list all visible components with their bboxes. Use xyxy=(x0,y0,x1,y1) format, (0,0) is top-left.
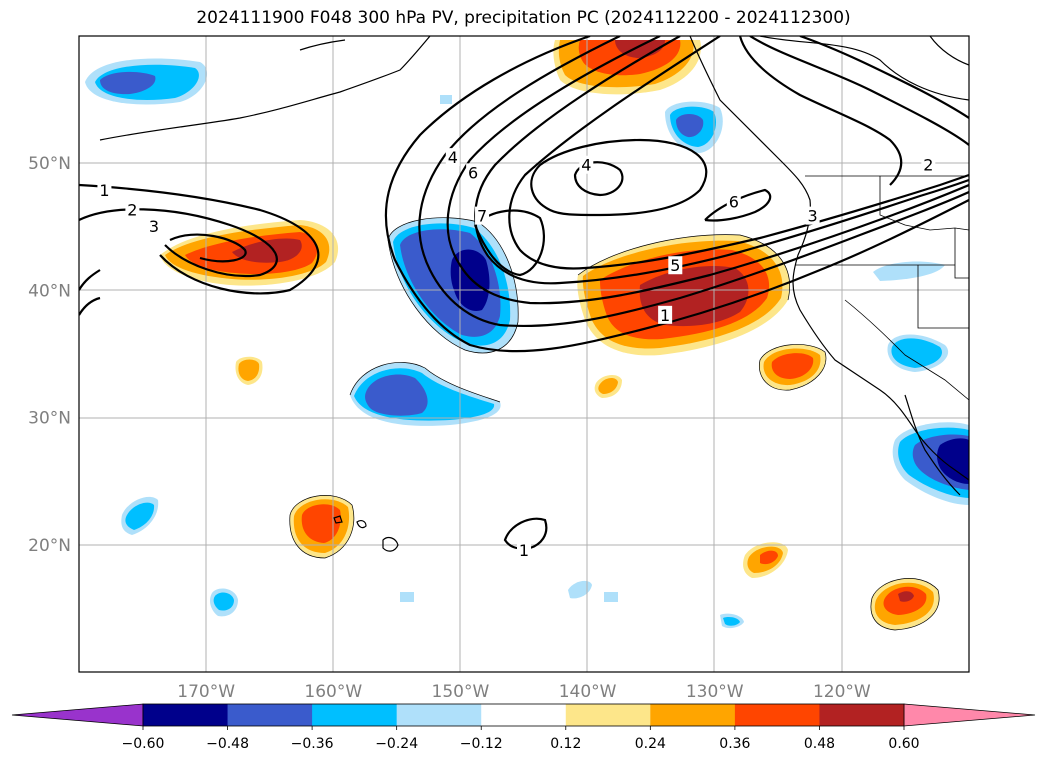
colorbar-tick-label: 0.48 xyxy=(804,736,835,752)
contour-label: 3 xyxy=(808,207,818,226)
contour-label: 5 xyxy=(670,256,680,275)
contour-label-bg xyxy=(445,148,460,167)
contour-label: 6 xyxy=(729,193,739,212)
colorbar-extend-max xyxy=(903,703,1036,727)
lat-tick-label: 20°N xyxy=(28,536,71,556)
colorbar-segment xyxy=(396,704,482,726)
contour-label: 1 xyxy=(519,541,529,560)
lat-tick-label: 50°N xyxy=(28,154,71,174)
contour-label: 2 xyxy=(127,200,137,219)
colorbar-tick-label: −0.24 xyxy=(375,736,418,752)
colorbar-tick-labels: −0.60 −0.48 −0.36 −0.24 −0.12 0.12 0.24 0.36 0.4… xyxy=(122,726,920,752)
lon-tick-label: 160°W xyxy=(304,682,362,702)
colorbar-tick-label: −0.36 xyxy=(291,736,334,752)
colorbar-tick-label: −0.12 xyxy=(460,736,503,752)
contour-label: 7 xyxy=(477,207,487,226)
contour-label: 1 xyxy=(660,306,670,325)
colorbar-segment xyxy=(227,704,313,726)
precip-shading xyxy=(85,40,969,630)
colorbar-segment xyxy=(734,704,820,726)
contour-label: 3 xyxy=(149,217,159,236)
contour-label-bg xyxy=(147,216,162,235)
precip-outlines xyxy=(289,217,940,631)
colorbar-tick-label: 0.24 xyxy=(635,736,666,752)
contour-label-bg xyxy=(517,541,531,560)
colorbar xyxy=(11,703,1036,727)
colorbar-tick-label: −0.48 xyxy=(206,736,249,752)
contour-label-bg xyxy=(668,256,683,275)
contour-label-bg xyxy=(726,192,741,211)
contour-label-bg xyxy=(805,206,820,225)
contour-label: 2 xyxy=(923,156,933,175)
contour-label-bg xyxy=(921,155,936,174)
lat-tick-label: 30°N xyxy=(28,409,71,429)
contour-label-bg xyxy=(658,305,673,324)
contour-label-bg xyxy=(97,181,112,200)
colorbar-segment xyxy=(481,704,567,726)
lon-tick-label: 150°W xyxy=(432,682,490,702)
colorbar-frame xyxy=(142,703,905,727)
contour-label: 6 xyxy=(468,163,478,182)
lon-tick-label: 130°W xyxy=(686,682,744,702)
contour-label: 4 xyxy=(581,156,591,175)
map-frame xyxy=(78,35,970,673)
contour-label-bg xyxy=(466,163,481,182)
colorbar-segment xyxy=(565,704,651,726)
contour-label-bg xyxy=(125,200,140,219)
chart-title: 2024111900 F048 300 hPa PV, precipitatio… xyxy=(196,8,851,28)
colorbar-segment xyxy=(143,704,229,726)
colorbar-extend-min xyxy=(11,703,144,727)
longitude-labels: 170°W 160°W 150°W 140°W 130°W 120°W xyxy=(177,682,871,702)
lon-tick-label: 170°W xyxy=(177,682,235,702)
colorbar-tick-label: 0.60 xyxy=(888,736,919,752)
lon-tick-label: 120°W xyxy=(813,682,871,702)
contour-label: 1 xyxy=(99,181,109,200)
colorbar-tick-label: 0.36 xyxy=(719,736,750,752)
contour-label: 4 xyxy=(448,148,458,167)
colorbar-tick-label: −0.60 xyxy=(122,736,165,752)
coastlines xyxy=(99,36,969,552)
colorbar-tick-label: 0.12 xyxy=(550,736,581,752)
latitude-labels: 20°N 30°N 40°N 50°N xyxy=(28,154,71,556)
colorbar-segment xyxy=(312,704,398,726)
colorbar-segment xyxy=(819,704,905,726)
contour-label-bg xyxy=(475,206,490,225)
contour-label-bg xyxy=(579,155,594,174)
lon-tick-label: 140°W xyxy=(559,682,617,702)
pv-contours xyxy=(79,36,969,550)
lat-tick-label: 40°N xyxy=(28,281,71,301)
map-background xyxy=(79,36,969,672)
colorbar-segment xyxy=(650,704,736,726)
